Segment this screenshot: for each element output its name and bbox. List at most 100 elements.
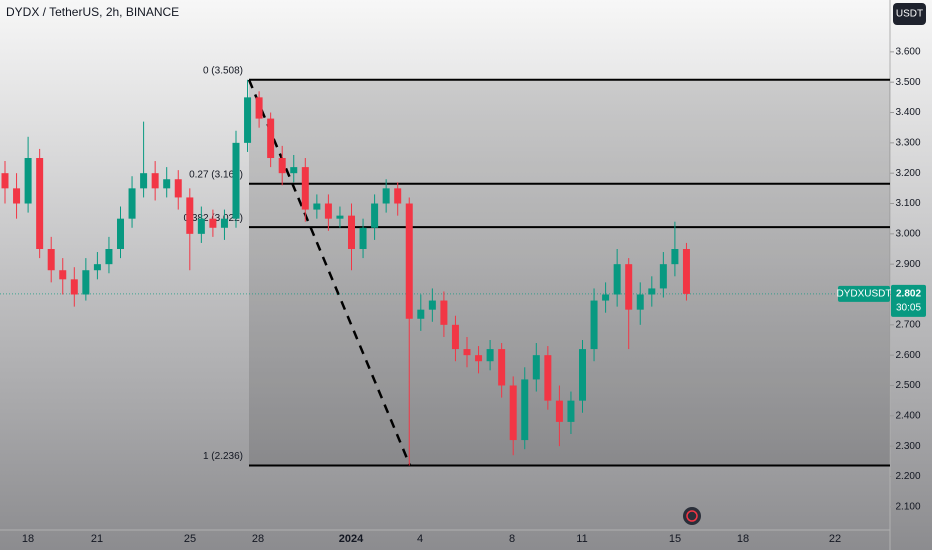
price-badge-value: 2.802 <box>896 289 921 300</box>
candle-body <box>532 355 540 380</box>
candle-body <box>451 324 459 350</box>
candle-body <box>278 158 286 174</box>
symbol-badge <box>838 285 890 302</box>
candle-body <box>579 349 586 401</box>
fib-label: 0.27 (3.165) <box>189 169 243 180</box>
candle-body <box>348 215 355 250</box>
candle-body <box>440 300 448 325</box>
x-tick-label: 18 <box>737 533 749 545</box>
candle-body <box>336 215 344 219</box>
candle-body <box>24 158 32 204</box>
x-tick-label: 22 <box>829 533 841 545</box>
candle-body <box>463 349 471 356</box>
currency-button-label[interactable]: USDT <box>896 9 923 20</box>
candle-body <box>590 300 598 350</box>
candle-body <box>36 158 44 250</box>
candle-body <box>47 249 55 271</box>
candle-body <box>244 97 252 143</box>
x-tick-label: 25 <box>184 533 196 545</box>
candle-body <box>117 218 124 250</box>
y-tick-label: 2.700 <box>895 319 920 330</box>
candle-body <box>648 288 656 295</box>
candle-body <box>371 203 379 228</box>
y-tick-label: 3.300 <box>895 137 920 148</box>
candle-body <box>186 197 194 234</box>
candle-body <box>140 173 148 189</box>
candle-body <box>555 400 563 422</box>
candle-body <box>475 355 483 362</box>
y-tick-label: 2.300 <box>895 441 920 452</box>
candle-body <box>567 400 575 422</box>
y-tick-label: 2.900 <box>895 259 920 270</box>
y-tick-label: 2.200 <box>895 471 920 482</box>
x-tick-label: 15 <box>669 533 681 545</box>
x-tick-label: 11 <box>576 533 587 545</box>
y-tick-label: 3.500 <box>895 77 920 88</box>
candle-body <box>671 249 679 265</box>
candle-body <box>197 218 205 234</box>
x-tick-label: 28 <box>252 533 264 545</box>
x-tick-label: 4 <box>417 533 423 545</box>
candle-body <box>13 188 21 204</box>
candle-body <box>174 179 182 198</box>
candle-body <box>405 203 413 319</box>
candle-body <box>105 249 113 265</box>
x-tick-label: 8 <box>509 533 515 545</box>
y-tick-label: 3.600 <box>895 47 920 58</box>
replay-icon[interactable] <box>683 507 701 525</box>
candle-body <box>324 203 332 219</box>
candle-body <box>1 173 9 189</box>
candle-body <box>70 279 78 295</box>
candle-body <box>301 167 309 210</box>
candle-body <box>486 349 494 362</box>
candle-body <box>682 249 690 294</box>
y-tick-label: 3.000 <box>895 228 920 239</box>
x-tick-label: 2024 <box>339 533 364 545</box>
candle-body <box>128 188 136 219</box>
y-tick-label: 2.100 <box>895 501 920 512</box>
candle-body <box>544 355 552 401</box>
replay-icon-ring[interactable] <box>686 510 698 522</box>
fib-label: 1 (2.236) <box>203 451 243 462</box>
candle-body <box>521 379 529 441</box>
candle-body <box>659 264 667 289</box>
candle-body <box>602 294 610 301</box>
candle-body <box>232 142 240 219</box>
candle-body <box>151 173 159 189</box>
x-tick-label: 18 <box>22 533 34 545</box>
candle-body <box>359 227 367 250</box>
price-countdown: 30:05 <box>896 303 921 314</box>
y-tick-label: 3.400 <box>895 107 920 118</box>
candle-body <box>382 188 390 204</box>
candle-body <box>220 218 228 228</box>
candle-body <box>59 270 67 280</box>
candle-body <box>290 167 298 174</box>
candle-body <box>267 118 275 159</box>
fib-trend-line <box>247 79 412 467</box>
candle-body <box>613 264 621 295</box>
currency-button[interactable] <box>893 3 926 25</box>
candle-body <box>82 270 90 295</box>
chart-title: DYDX / TetherUS, 2h, BINANCE <box>6 5 179 19</box>
y-tick-label: 2.600 <box>895 350 920 361</box>
candle-body <box>313 203 321 210</box>
candle-body <box>394 188 402 204</box>
candle-body <box>509 385 517 441</box>
candle-body <box>428 300 436 310</box>
candle-body <box>417 309 425 319</box>
y-tick-label: 3.100 <box>895 198 920 209</box>
y-tick-label: 3.200 <box>895 168 920 179</box>
candle-body <box>625 264 633 310</box>
price-badge <box>891 284 926 317</box>
y-tick-label: 2.500 <box>895 380 920 391</box>
candle-body <box>209 218 217 228</box>
symbol-badge-label: DYDXUSDT <box>836 289 891 300</box>
fib-label: 0 (3.508) <box>203 65 243 76</box>
candle-body <box>163 179 171 189</box>
candle-body <box>636 294 644 310</box>
x-tick-label: 21 <box>91 533 103 545</box>
candle-body <box>255 97 263 119</box>
candle-body <box>93 264 101 271</box>
